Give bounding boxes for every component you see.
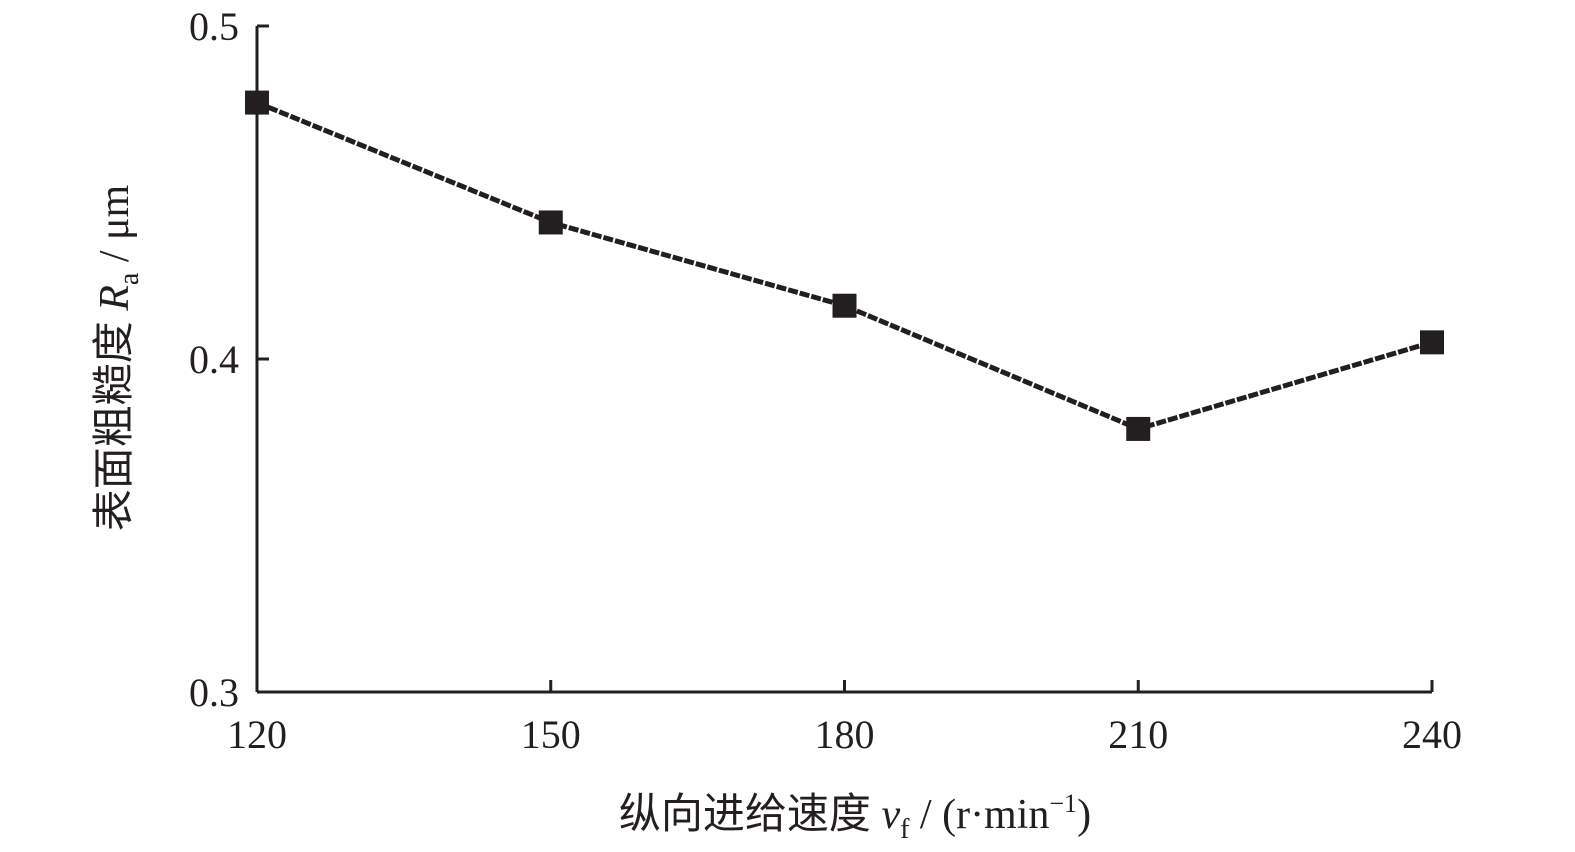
x-axis-title-suffix: ) <box>1077 792 1091 838</box>
x-tick-label: 180 <box>815 712 875 757</box>
x-axis-title-unit: / (r·min <box>909 792 1049 838</box>
y-tick-label: 0.3 <box>189 670 239 715</box>
y-axis-title: 表面粗糙度 Ra / μm <box>92 184 145 531</box>
y-axis-title-subscript: a <box>114 272 145 285</box>
plot-area <box>245 90 1444 441</box>
x-axis-title-superscript: −1 <box>1049 789 1077 818</box>
data-point-marker <box>1126 416 1151 441</box>
y-axis-title-prefix: 表面粗糙度 <box>92 311 138 532</box>
x-axis-title-subscript: f <box>900 814 910 845</box>
data-point-marker <box>1420 330 1444 355</box>
y-axis-title-unit: / μm <box>92 184 138 272</box>
x-ticks: 120 150 180 210 240 <box>227 680 1462 757</box>
y-tick-label: 0.5 <box>189 4 239 49</box>
y-tick-label: 0.4 <box>189 337 239 382</box>
y-axis-title-variable: R <box>92 285 138 312</box>
x-tick-label: 120 <box>227 712 287 757</box>
x-axis-title-variable: v <box>881 792 900 838</box>
data-point-marker <box>245 90 269 115</box>
y-ticks: 0.3 0.4 0.5 <box>189 4 269 715</box>
data-point-marker <box>538 210 563 235</box>
x-tick-label: 240 <box>1402 712 1462 757</box>
x-tick-label: 210 <box>1108 712 1168 757</box>
series-line <box>256 100 1433 432</box>
x-axis-title-prefix: 纵向进给速度 <box>619 792 882 838</box>
axes <box>255 26 1432 694</box>
x-axis-title: 纵向进给速度 vf / (r·min−1) <box>619 789 1091 845</box>
x-tick-label: 150 <box>521 712 581 757</box>
data-point-marker <box>832 293 857 318</box>
